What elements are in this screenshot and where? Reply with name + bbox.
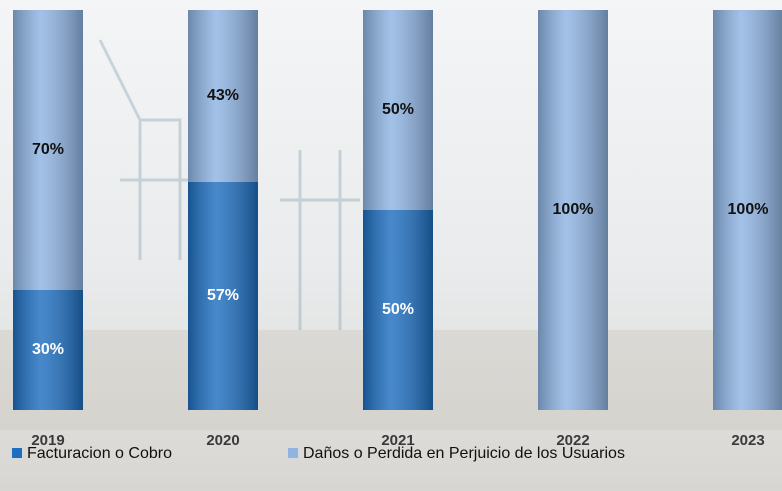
plot: 30% 70% 2019 57% 43% 2020 50% 50% 2021 100% 2022 10… — [13, 10, 782, 449]
data-label: 57% — [207, 287, 239, 304]
bar-shading — [13, 290, 83, 410]
x-tick-label: 2020 — [206, 432, 239, 449]
legend-swatch — [288, 448, 298, 458]
bar-shading — [363, 210, 433, 410]
x-tick-label: 2021 — [381, 432, 414, 449]
bar-shading — [363, 10, 433, 210]
legend-label: Daños o Perdida en Perjuicio de los Usua… — [303, 445, 625, 462]
data-label: 43% — [207, 87, 239, 104]
bar-shading — [13, 10, 83, 290]
legend-label: Facturacion o Cobro — [27, 445, 172, 462]
data-label: 70% — [32, 141, 64, 158]
bar-shading — [188, 10, 258, 182]
data-label: 100% — [553, 201, 594, 218]
x-tick-label: 2019 — [31, 432, 64, 449]
bar-shading — [188, 182, 258, 410]
legend: Facturacion o Cobro Daños o Perdida en Pe… — [12, 445, 625, 462]
data-label: 50% — [382, 101, 414, 118]
data-label: 30% — [32, 341, 64, 358]
data-label: 100% — [728, 201, 769, 218]
x-tick-label: 2023 — [731, 432, 764, 449]
background-cranes — [98, 39, 360, 330]
legend-swatch — [12, 448, 22, 458]
data-label: 50% — [382, 301, 414, 318]
bar-shading — [538, 10, 608, 410]
x-tick-label: 2022 — [556, 432, 589, 449]
bar-shading — [713, 10, 782, 410]
